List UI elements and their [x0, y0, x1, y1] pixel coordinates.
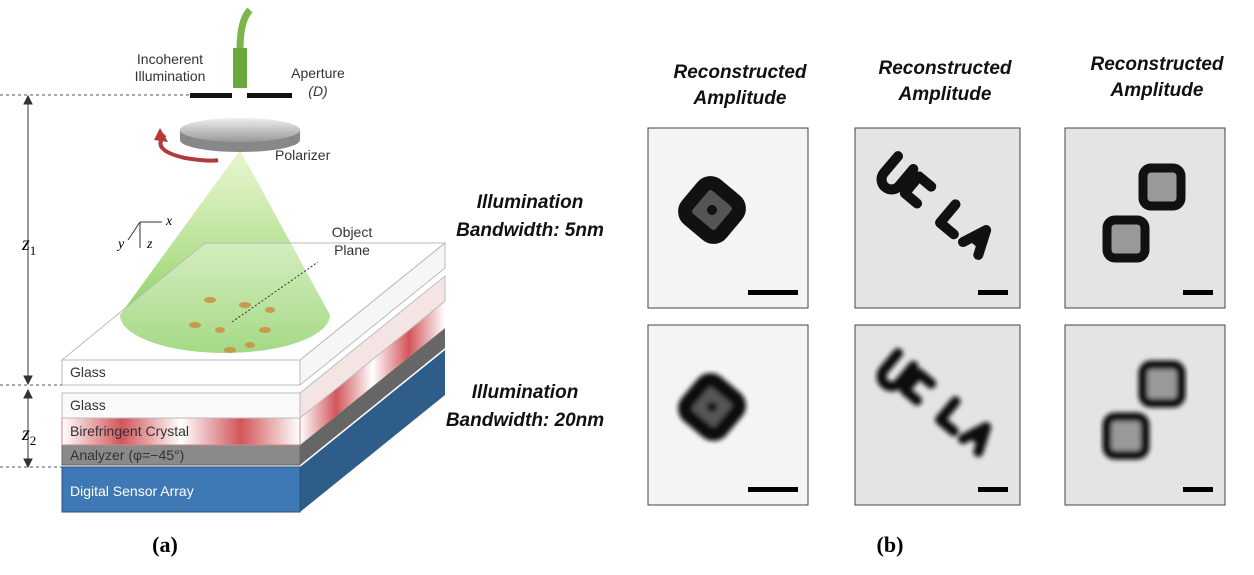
fiber	[236, 7, 253, 51]
object-shape	[678, 176, 746, 244]
column-header: Amplitude	[1110, 80, 1204, 101]
shape	[707, 402, 717, 412]
object-plane-label: Plane	[334, 242, 370, 258]
panel-label: (a)	[152, 532, 178, 557]
setup-diagram: Incoherent Illumination Aperture (D) Pol…	[0, 7, 447, 557]
source-label: Illumination	[135, 68, 206, 84]
panel-label: (b)	[877, 532, 904, 557]
glass-layer	[61, 359, 301, 386]
reconstruction-image	[854, 127, 1021, 309]
scale-bar	[748, 290, 798, 295]
analyzer-side	[300, 328, 445, 465]
pointer	[231, 261, 319, 323]
distance-arrows	[23, 94, 33, 469]
object-shape	[876, 151, 992, 260]
crystal-layer	[61, 417, 301, 446]
row-label: Illumination	[477, 192, 584, 213]
axis-label: y	[116, 237, 125, 252]
layer-label: Analyzer (φ=−45°)	[70, 447, 184, 463]
column-header: Reconstructed	[673, 62, 806, 83]
rotation-arrow	[154, 128, 168, 142]
aperture	[247, 93, 292, 98]
shape	[876, 151, 992, 260]
scale-bar	[748, 487, 798, 492]
crystal-side	[300, 301, 445, 445]
object-plane-label: Object	[332, 224, 373, 240]
object-shape	[1102, 360, 1186, 460]
scale-bar	[1183, 290, 1213, 295]
axes-icon	[127, 221, 162, 248]
aperture-label: (D)	[308, 83, 327, 99]
column-header: Reconstructed	[878, 58, 1011, 79]
object-shape	[678, 373, 746, 441]
objects	[189, 297, 275, 353]
object-shape	[1102, 163, 1186, 263]
symbol: z	[21, 233, 30, 255]
shape	[707, 205, 717, 215]
scale-bar	[1183, 487, 1213, 492]
reconstruction-image	[1064, 324, 1226, 506]
z1-label: z1	[21, 233, 36, 258]
column-header: Amplitude	[693, 88, 787, 109]
light-cone	[120, 150, 330, 353]
aperture-label: Aperture	[291, 65, 345, 81]
sensor-side	[300, 350, 445, 512]
layer-label: Glass	[70, 364, 106, 380]
scale-bar	[978, 290, 1008, 295]
object-shape	[876, 348, 992, 457]
symbol: z	[21, 423, 30, 445]
z2-label: z2	[21, 423, 36, 448]
layer-label: Glass	[70, 397, 106, 413]
shape	[1138, 360, 1186, 408]
subscript: 2	[30, 433, 37, 448]
subscript: 1	[30, 243, 37, 258]
row-label: Bandwidth: 20nm	[446, 410, 604, 431]
shape	[876, 348, 992, 457]
image-frame	[1064, 324, 1226, 506]
shape	[1102, 412, 1150, 460]
reconstruction-image	[647, 127, 809, 309]
shape	[1102, 215, 1150, 263]
layer-label: Birefringent Crystal	[70, 423, 189, 439]
sensor-layer	[61, 466, 301, 513]
image-frame	[1064, 127, 1226, 309]
axis-label: z	[146, 237, 153, 252]
column-header: Reconstructed	[1090, 54, 1223, 75]
reconstruction-image	[647, 324, 809, 506]
scale-bar	[978, 487, 1008, 492]
shape	[1138, 163, 1186, 211]
axis-label: x	[165, 214, 173, 229]
glass-layer	[61, 392, 301, 419]
aperture	[190, 93, 232, 98]
fiber-tip	[233, 48, 247, 88]
row-label: Bandwidth: 5nm	[456, 220, 604, 241]
reconstruction-image	[854, 324, 1021, 506]
layer-label: Digital Sensor Array	[70, 483, 194, 499]
column-header: Amplitude	[898, 84, 992, 105]
polarizer-label: Polarizer	[275, 147, 331, 163]
row-label: Illumination	[472, 382, 579, 403]
results: Reconstructed Amplitude Reconstructed Am…	[446, 54, 1226, 557]
rotation-arrow	[158, 133, 219, 163]
polarizer	[180, 118, 300, 142]
reconstruction-image	[1064, 127, 1226, 309]
source-label: Incoherent	[137, 51, 203, 67]
